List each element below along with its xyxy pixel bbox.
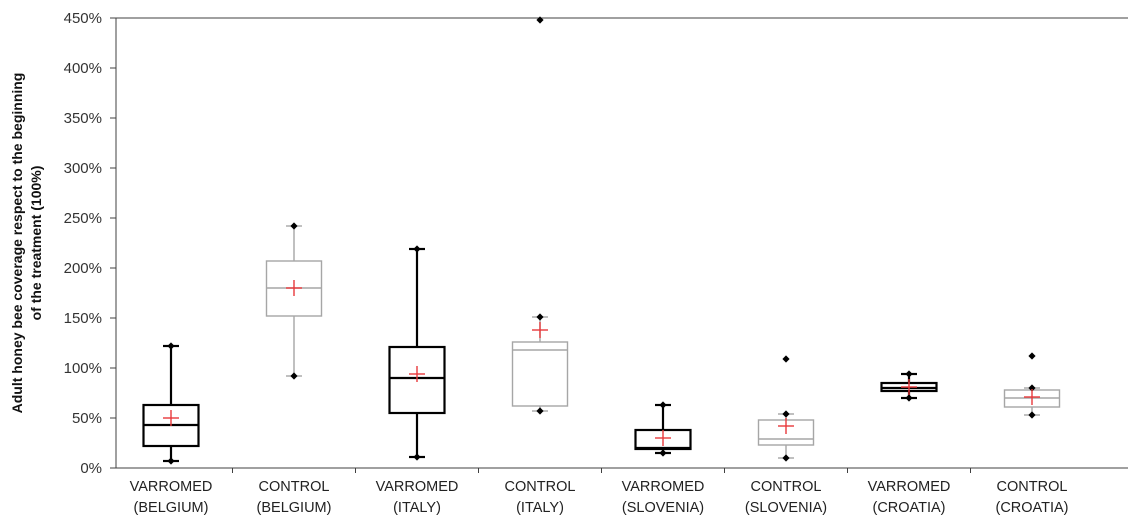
x-tick-label-line-2: (BELGIUM) [134,500,209,516]
x-tick-label-line-1: VARROMED [130,479,213,495]
x-tick-label-line-2: (SLOVENIA) [745,500,827,516]
min-marker [905,394,913,402]
min-marker [413,453,421,461]
outlier-point [1028,352,1036,360]
min-marker [290,372,298,380]
x-tick-label-line-2: (CROATIA) [995,500,1068,516]
max-marker [167,342,175,350]
max-marker [905,370,913,378]
y-tick-label: 300% [64,160,102,177]
x-tick-label-line-1: CONTROL [751,479,822,495]
max-marker [1028,384,1036,392]
plot-area: 0% 50% 100% 150% 200% 250% 300% 350% 400% 450% VAR… [64,10,1128,516]
y-axis-title-line-1: Adult honey bee coverage respect to the … [9,73,25,414]
x-tick-label-line-1: VARROMED [376,479,459,495]
y-tick-label: 150% [64,310,102,327]
x-tick-label-line-2: (CROATIA) [872,500,945,516]
y-tick-label: 400% [64,60,102,77]
min-marker [659,449,667,457]
x-tick-label-line-2: (BELGIUM) [257,500,332,516]
x-tick-label-line-1: CONTROL [997,479,1068,495]
max-marker [536,313,544,321]
x-tick-label-line-1: VARROMED [868,479,951,495]
min-marker [1028,411,1036,419]
max-marker [413,245,421,253]
min-marker [536,407,544,415]
y-tick-label: 100% [64,360,102,377]
y-tick-label: 50% [72,410,102,427]
y-axis-title-line-2: of the treatment (100%) [28,166,44,321]
y-tick-label: 350% [64,110,102,127]
box-iqr [511,341,569,407]
min-marker [782,454,790,462]
x-tick-label-line-1: CONTROL [505,479,576,495]
y-tick-label: 0% [80,460,102,477]
x-tick-label-line-1: VARROMED [622,479,705,495]
x-tick-label-line-2: (ITALY) [393,500,441,516]
x-tick-label-line-2: (SLOVENIA) [622,500,704,516]
outlier-point [782,355,790,363]
outlier-point [536,16,544,24]
y-tick-label: 200% [64,260,102,277]
max-marker [290,222,298,230]
y-tick-label: 450% [64,10,102,27]
x-tick-label-line-2: (ITALY) [516,500,564,516]
max-marker [782,410,790,418]
max-marker [659,401,667,409]
x-tick-label-line-1: CONTROL [259,479,330,495]
y-tick-label: 250% [64,210,102,227]
min-marker [167,457,175,465]
y-axis-title: Adult honey bee coverage respect to the … [9,73,44,414]
